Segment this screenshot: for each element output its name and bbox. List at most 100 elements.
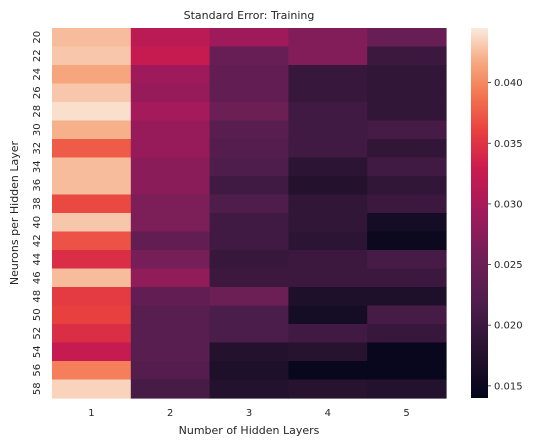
heatmap-cell-54-4 [288,342,368,362]
heatmap-cell-28-3 [209,102,289,122]
x-axis-ticks: 1 2 3 4 5 [88,408,410,419]
heatmap-cell-48-2 [130,287,211,307]
heatmap-cell-38-4 [288,194,368,214]
heatmap-cell-56-5 [367,361,447,381]
heatmap-cell-54-2 [130,342,211,362]
y-tick-label: 52 [32,327,43,340]
colorbar-tick-label: 0.030 [494,199,523,210]
y-tick-label: 32 [32,142,43,155]
heatmap-cell-54-3 [209,342,289,362]
heatmap-cell-44-1 [52,250,132,270]
y-tick-label: 30 [32,123,43,136]
heatmap-cell-32-5 [367,139,447,159]
y-tick-label: 48 [32,290,43,303]
heatmap-cell-22-5 [367,46,447,66]
x-tick-label: 2 [167,408,173,419]
heatmap-cell-22-1 [52,46,132,66]
heatmap-cell-52-2 [130,324,211,344]
heatmap-cells [52,28,447,399]
heatmap-cell-58-5 [367,379,447,399]
x-tick-label: 5 [403,408,409,419]
heatmap-cell-56-4 [288,361,368,381]
heatmap-cell-36-2 [130,176,211,196]
y-tick-label: 28 [32,105,43,118]
colorbar [471,28,488,398]
heatmap-cell-50-1 [52,305,132,325]
heatmap-cell-56-3 [209,361,289,381]
heatmap-cell-36-1 [52,176,132,196]
heatmap-cell-56-2 [130,361,211,381]
heatmap-cell-24-3 [209,65,289,85]
heatmap-cell-28-5 [367,102,447,122]
heatmap-cell-34-3 [209,157,289,177]
heatmap-cell-20-2 [130,28,211,48]
heatmap-cell-24-4 [288,65,368,85]
heatmap-cell-34-5 [367,157,447,177]
y-tick-label: 26 [32,86,43,99]
heatmap-cell-30-5 [367,120,447,140]
heatmap-cell-46-4 [288,268,368,288]
heatmap-cell-52-5 [367,324,447,344]
heatmap-cell-52-3 [209,324,289,344]
colorbar-tick-label: 0.015 [494,381,523,392]
heatmap-cell-48-1 [52,287,132,307]
heatmap-cell-24-2 [130,65,211,85]
heatmap-cell-46-2 [130,268,211,288]
heatmap-cell-26-3 [209,83,289,103]
heatmap-cell-22-2 [130,46,211,66]
heatmap-cell-20-4 [288,28,368,48]
heatmap-cell-52-1 [52,324,132,344]
heatmap-cell-44-4 [288,250,368,270]
y-tick-label: 34 [32,160,43,173]
heatmap-cell-34-4 [288,157,368,177]
colorbar-ticks: 0.015 0.020 0.025 0.030 0.035 0.040 [488,78,523,392]
heatmap-cell-38-2 [130,194,211,214]
heatmap-cell-50-5 [367,305,447,325]
colorbar-tick-label: 0.040 [494,78,523,89]
heatmap-cell-48-5 [367,287,447,307]
heatmap-cell-50-2 [130,305,211,325]
heatmap-cell-24-1 [52,65,132,85]
y-tick-label: 24 [32,68,43,81]
y-tick-label: 56 [32,364,43,377]
heatmap-cell-58-1 [52,379,132,399]
x-tick-label: 1 [88,408,94,419]
heatmap-cell-56-1 [52,361,132,381]
heatmap-cell-36-5 [367,176,447,196]
heatmap-cell-40-3 [209,213,289,233]
heatmap-cell-40-5 [367,213,447,233]
heatmap-cell-58-2 [130,379,211,399]
heatmap-cell-42-1 [52,231,132,251]
heatmap-cell-36-4 [288,176,368,196]
heatmap-cell-24-5 [367,65,447,85]
heatmap-cell-46-5 [367,268,447,288]
heatmap-cell-34-1 [52,157,132,177]
heatmap-cell-48-4 [288,287,368,307]
y-tick-label: 40 [32,216,43,229]
heatmap-cell-54-5 [367,342,447,362]
y-tick-label: 50 [32,308,43,321]
y-tick-label: 46 [32,271,43,284]
heatmap-cell-36-3 [209,176,289,196]
heatmap-cell-44-3 [209,250,289,270]
heatmap-cell-32-4 [288,139,368,159]
heatmap-cell-58-4 [288,379,368,399]
heatmap-cell-22-3 [209,46,289,66]
x-tick-label: 3 [246,408,252,419]
heatmap-cell-26-1 [52,83,132,103]
heatmap-cell-42-5 [367,231,447,251]
heatmap-cell-20-5 [367,28,447,48]
y-tick-label: 58 [32,382,43,395]
heatmap-cell-28-2 [130,102,211,122]
heatmap-cell-26-4 [288,83,368,103]
heatmap-cell-52-4 [288,324,368,344]
heatmap-cell-22-4 [288,46,368,66]
heatmap-cell-38-5 [367,194,447,214]
heatmap-cell-26-2 [130,83,211,103]
heatmap-cell-28-1 [52,102,132,122]
x-tick-label: 4 [325,408,331,419]
heatmap-cell-38-1 [52,194,132,214]
heatmap-cell-42-2 [130,231,211,251]
y-tick-label: 54 [32,345,43,358]
